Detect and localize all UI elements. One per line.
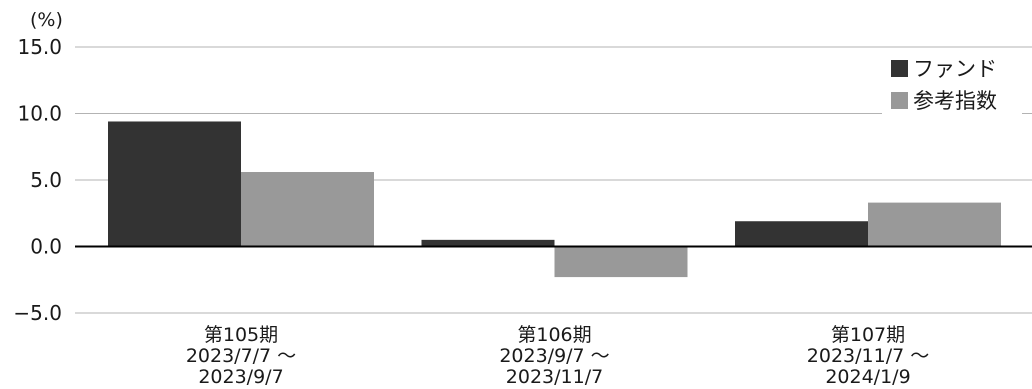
bar-fund-2 [421,239,555,247]
y-axis-unit-label: (%) [30,9,63,31]
category-range-start: 2023/11/7 ～ [807,345,929,367]
y-axis-ticks: 15.0 10.0 5.0 0.0 −5.0 [13,35,62,325]
y-tick-label: 10.0 [17,102,62,126]
category-range-end: 2024/1/9 [825,366,910,388]
bar-benchmark-1 [241,172,374,247]
category-range-start: 2023/9/7 ～ [499,345,609,367]
y-tick-label: 15.0 [17,35,62,59]
category-range-end: 2023/9/7 [198,366,283,388]
category-range-end: 2023/11/7 [506,366,603,388]
bar-fund-3 [735,221,868,247]
bar-fund-1 [108,121,241,247]
bar-benchmark-2 [554,246,688,278]
legend-swatch-fund [891,60,908,77]
category-range-start: 2023/7/7 ～ [186,345,296,367]
bar-benchmark-3 [868,202,1001,247]
category-period: 第106期 [517,324,591,346]
y-tick-label: −5.0 [13,301,62,325]
category-period: 第107期 [831,324,905,346]
category-period: 第105期 [204,324,278,346]
legend-swatch-benchmark [891,92,908,109]
legend-label-benchmark: 参考指数 [913,89,997,113]
y-tick-label: 5.0 [30,168,62,192]
y-tick-label: 0.0 [30,235,62,259]
bars [108,121,1001,278]
legend-label-fund: ファンド [913,57,997,81]
